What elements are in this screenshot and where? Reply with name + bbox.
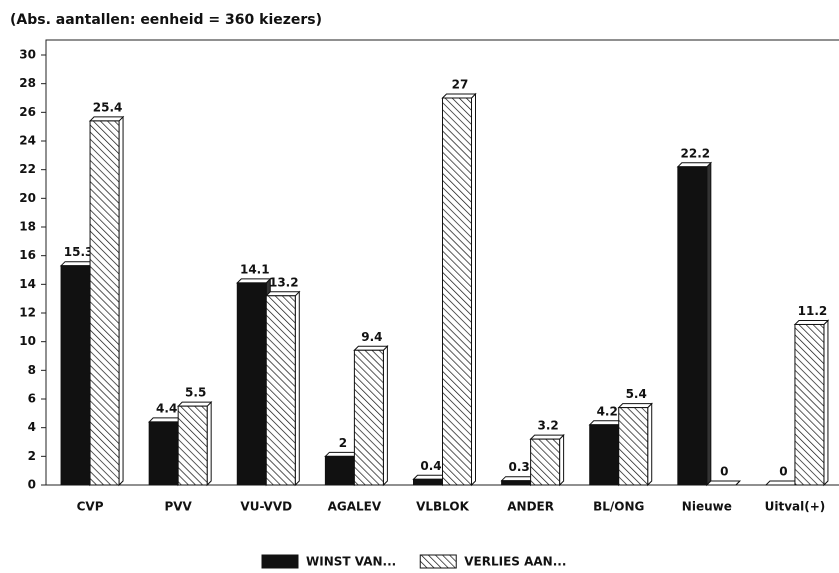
bar-top	[412, 474, 448, 480]
chart-title: (Abs. aantallen: eenheid = 360 kiezers)	[10, 12, 322, 28]
bar	[324, 455, 355, 486]
bar	[794, 323, 825, 486]
value-label: 4.4	[156, 401, 177, 415]
bar	[618, 407, 649, 486]
bar-side	[118, 115, 124, 487]
bar	[589, 424, 620, 486]
bar-top	[500, 476, 536, 482]
value-label: 3.2	[537, 419, 558, 433]
bar-top	[676, 162, 713, 168]
bar	[530, 438, 561, 486]
bar	[177, 405, 208, 486]
bar-top	[324, 451, 360, 457]
y-tick-label: 16	[19, 248, 36, 262]
bar-top	[353, 345, 389, 351]
y-tick-label: 28	[19, 76, 36, 90]
bar	[501, 480, 532, 486]
y-tick-label: 8	[28, 363, 36, 377]
value-label: 0	[720, 465, 728, 479]
y-tick-label: 6	[28, 392, 36, 406]
value-label: 0.3	[508, 460, 529, 474]
value-label: 11.2	[798, 304, 828, 318]
x-tick-label: Uitval(+)	[765, 500, 826, 514]
bar-side	[294, 290, 300, 487]
bar-top	[764, 480, 801, 486]
y-tick-label: 20	[19, 191, 36, 205]
y-tick-label: 2	[28, 449, 36, 463]
legend-label: WINST VAN...	[306, 555, 396, 569]
bar	[677, 166, 708, 486]
bar-top	[441, 93, 477, 99]
y-tick-label: 30	[19, 48, 36, 62]
bar-top	[588, 420, 624, 426]
legend-swatch	[261, 554, 299, 569]
y-tick-label: 4	[28, 420, 36, 434]
bar-side	[471, 92, 476, 487]
bar-top	[617, 403, 653, 409]
y-tick-label: 26	[19, 105, 36, 119]
x-tick-label: ANDER	[507, 500, 554, 514]
legend-swatch	[419, 554, 457, 569]
value-label: 4.2	[597, 404, 618, 418]
x-tick-label: AGALEV	[328, 500, 382, 514]
y-tick-label: 0	[28, 478, 36, 492]
bar-top	[236, 278, 272, 284]
value-label: 0	[779, 465, 787, 479]
y-tick-label: 12	[19, 306, 36, 320]
value-label: 2	[339, 436, 347, 450]
bar-top	[705, 480, 742, 486]
x-tick-label: BL/ONG	[593, 500, 644, 514]
y-tick-label: 18	[19, 220, 36, 234]
bar	[353, 349, 384, 486]
value-label: 5.5	[185, 386, 206, 400]
x-tick-label: CVP	[77, 500, 104, 514]
bar-top	[59, 261, 96, 267]
value-label: 9.4	[361, 330, 382, 344]
bar-top	[529, 434, 565, 440]
bar-top	[176, 401, 213, 407]
bar-top	[793, 319, 830, 325]
x-tick-label: Nieuwe	[682, 500, 732, 514]
value-label: 5.4	[626, 387, 647, 401]
y-tick-label: 10	[19, 334, 36, 348]
value-label: 27	[452, 78, 469, 92]
x-tick-label: VU-VVD	[240, 500, 292, 514]
bar-side	[206, 400, 212, 487]
value-label: 25.4	[93, 100, 123, 114]
bar	[413, 478, 443, 486]
bar-side	[706, 161, 712, 487]
bar	[442, 97, 472, 486]
x-tick-label: PVV	[164, 500, 192, 514]
bar-side	[559, 433, 565, 487]
value-label: 15.3	[64, 245, 94, 259]
y-tick-label: 22	[19, 162, 36, 176]
x-tick-label: VLBLOK	[416, 500, 470, 514]
bar-side	[647, 402, 653, 487]
bar-side	[823, 319, 829, 487]
bar-side	[382, 345, 388, 487]
y-tick-label: 14	[19, 277, 36, 291]
bar	[148, 421, 179, 486]
bar	[89, 120, 120, 486]
y-tick-label: 24	[19, 134, 36, 148]
value-label: 14.1	[240, 262, 270, 276]
value-label: 22.2	[681, 146, 711, 160]
bar-top	[265, 291, 301, 297]
bar	[236, 282, 267, 486]
value-label: 13.2	[269, 275, 299, 289]
bar-top	[147, 417, 184, 423]
bar-top	[88, 116, 125, 122]
bar	[265, 295, 296, 486]
bar	[60, 265, 91, 486]
legend-label: VERLIES AAN...	[464, 555, 566, 569]
value-label: 0.4	[420, 459, 441, 473]
